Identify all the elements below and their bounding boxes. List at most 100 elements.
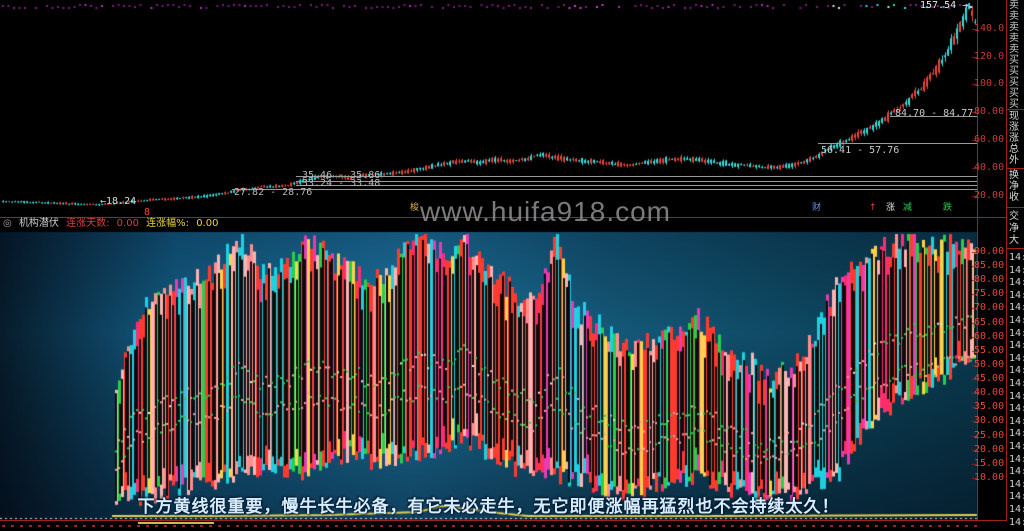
sidebar-trade-time[interactable]: 14: [1009, 353, 1024, 364]
sidebar-separator [1007, 168, 1024, 169]
watermark: www.huifa918.com [420, 196, 672, 227]
price-level-line [296, 181, 977, 182]
signal-marker: 梭 [410, 203, 420, 213]
price-annotation: 8 [144, 207, 151, 218]
sidebar-trade-time[interactable]: 14: [1009, 479, 1024, 490]
sidebar-trade-time[interactable]: 14: [1009, 416, 1024, 427]
sidebar-trade-time[interactable]: 14: [1009, 517, 1024, 528]
indicator-axis-label: 15.00 [974, 458, 1005, 469]
quote-sidebar[interactable]: 卖卖卖卖卖买买买买买现涨涨总外换净收交净大14:14:14:14:14:14:1… [1007, 0, 1024, 531]
price-annotation: ←18.24 [100, 196, 137, 207]
sidebar-quote-row[interactable]: 卖 [1009, 11, 1019, 22]
indicator-axis-label: 10.00 [974, 472, 1005, 483]
price-annotation: 84.70 - 84.77 [895, 108, 974, 119]
price-level-line [232, 189, 977, 190]
sidebar-quote-row[interactable]: 大 [1009, 235, 1019, 246]
sidebar-trade-time[interactable]: 14: [1009, 290, 1024, 301]
sidebar-quote-row[interactable]: 卖 [1009, 0, 1019, 11]
indicator-axis-label: 90.00 [974, 246, 1005, 257]
indicator-field2-label: 连涨幅%: [146, 218, 189, 229]
sidebar-separator [1007, 248, 1024, 249]
sidebar-vertical-line [1006, 0, 1007, 531]
sidebar-trade-time[interactable]: 14: [1009, 265, 1024, 276]
axis-vertical-line [977, 0, 978, 531]
price-annotation: 56.41 - 57.76 [821, 145, 900, 156]
indicator-axis-label: 30.00 [974, 415, 1005, 426]
sidebar-quote-row[interactable]: 买 [1009, 55, 1019, 66]
price-level-line [296, 176, 977, 177]
sidebar-trade-time[interactable]: 14: [1009, 428, 1024, 439]
sidebar-quote-row[interactable]: 净 [1009, 181, 1019, 192]
indicator-field1-label: 连涨天数: [66, 218, 110, 229]
top-axis-label: 140.0 [974, 23, 1005, 34]
indicator-title-bar[interactable]: ◎ 机构潜伏 连涨天数: 0.00 连涨幅%: 0.00 [3, 218, 222, 229]
top-axis-label: 20.00 [974, 190, 1005, 201]
signal-marker: ↑ [869, 203, 877, 213]
indicator-axis-label: 80.00 [974, 274, 1005, 285]
indicator-caption: 下方黄线很重要，慢牛长牛必备，有它未必走牛，无它即便涨幅再猛烈也不会持续太久！ [137, 497, 840, 517]
sidebar-trade-time[interactable]: 14: [1009, 441, 1024, 452]
indicator-axis-label: 55.00 [974, 345, 1005, 356]
sidebar-separator [1007, 109, 1024, 110]
price-level-line [890, 116, 977, 117]
top-axis-label: 40.00 [974, 162, 1005, 173]
sidebar-quote-row[interactable]: 净 [1009, 223, 1019, 234]
sidebar-quote-row[interactable]: 买 [1009, 99, 1019, 110]
sidebar-trade-time[interactable]: 14: [1009, 252, 1024, 263]
sidebar-trade-time[interactable]: 14: [1009, 466, 1024, 477]
price-annotation: 27.82 - 28.76 [234, 187, 313, 198]
sidebar-quote-row[interactable]: 买 [1009, 77, 1019, 88]
indicator-field1-value: 0.00 [116, 218, 139, 229]
sidebar-quote-row[interactable]: 现 [1009, 111, 1019, 122]
signal-marker: 财 [812, 203, 822, 213]
indicator-axis-label: 25.00 [974, 430, 1005, 441]
top-axis-label: 100.0 [974, 78, 1005, 89]
sidebar-quote-row[interactable]: 买 [1009, 66, 1019, 77]
indicator-axis-label: 75.00 [974, 288, 1005, 299]
sidebar-trade-time[interactable]: 14: [1009, 315, 1024, 326]
price-level-line [818, 143, 977, 144]
sidebar-quote-row[interactable]: 涨 [1009, 133, 1019, 144]
footer-yellow-segment [138, 522, 214, 524]
sidebar-separator [1007, 207, 1024, 208]
indicator-axis-label: 40.00 [974, 387, 1005, 398]
sidebar-trade-time[interactable]: 14: [1009, 403, 1024, 414]
sidebar-quote-row[interactable]: 收 [1009, 192, 1019, 203]
sidebar-quote-row[interactable]: 买 [1009, 88, 1019, 99]
indicator-axis-label: 70.00 [974, 302, 1005, 313]
sidebar-quote-row[interactable]: 卖 [1009, 33, 1019, 44]
sidebar-quote-row[interactable]: 交 [1009, 211, 1019, 222]
indicator-axis-label: 85.00 [974, 260, 1005, 271]
sidebar-quote-row[interactable]: 换 [1009, 170, 1019, 181]
sidebar-quote-row[interactable]: 总 [1009, 144, 1019, 155]
sidebar-quote-row[interactable]: 卖 [1009, 22, 1019, 33]
sidebar-trade-time[interactable]: 14: [1009, 491, 1024, 502]
indicator-field2-value: 0.00 [196, 218, 219, 229]
signal-marker: 跌 [943, 203, 953, 213]
sidebar-trade-time[interactable]: 14: [1009, 328, 1024, 339]
sidebar-trade-time[interactable]: 14: [1009, 454, 1024, 465]
indicator-axis-label: 45.00 [974, 373, 1005, 384]
sidebar-trade-time[interactable]: 14: [1009, 365, 1024, 376]
panel-bottom-line [0, 520, 1006, 521]
sidebar-trade-time[interactable]: 14: [1009, 391, 1024, 402]
sidebar-trade-time[interactable]: 14: [1009, 378, 1024, 389]
sidebar-trade-time[interactable]: 14: [1009, 277, 1024, 288]
indicator-icon: ◎ [3, 218, 12, 229]
time-axis-strip [0, 521, 1007, 531]
sidebar-trade-time[interactable]: 14: [1009, 302, 1024, 313]
signal-marker: 涨 [886, 203, 896, 213]
sidebar-quote-row[interactable]: 卖 [1009, 44, 1019, 55]
sidebar-quote-row[interactable]: 外 [1009, 155, 1019, 166]
signal-marker: 减 [903, 203, 913, 213]
sidebar-quote-row[interactable]: 涨 [1009, 122, 1019, 133]
top-axis-label: 60.00 [974, 134, 1005, 145]
indicator-axis-label: 20.00 [974, 444, 1005, 455]
sidebar-trade-time[interactable]: 14: [1009, 340, 1024, 351]
price-level-line [296, 185, 977, 186]
price-annotation: 157.54 → [920, 0, 969, 11]
indicator-axis-label: 50.00 [974, 359, 1005, 370]
sidebar-trade-time[interactable]: 14: [1009, 504, 1024, 515]
